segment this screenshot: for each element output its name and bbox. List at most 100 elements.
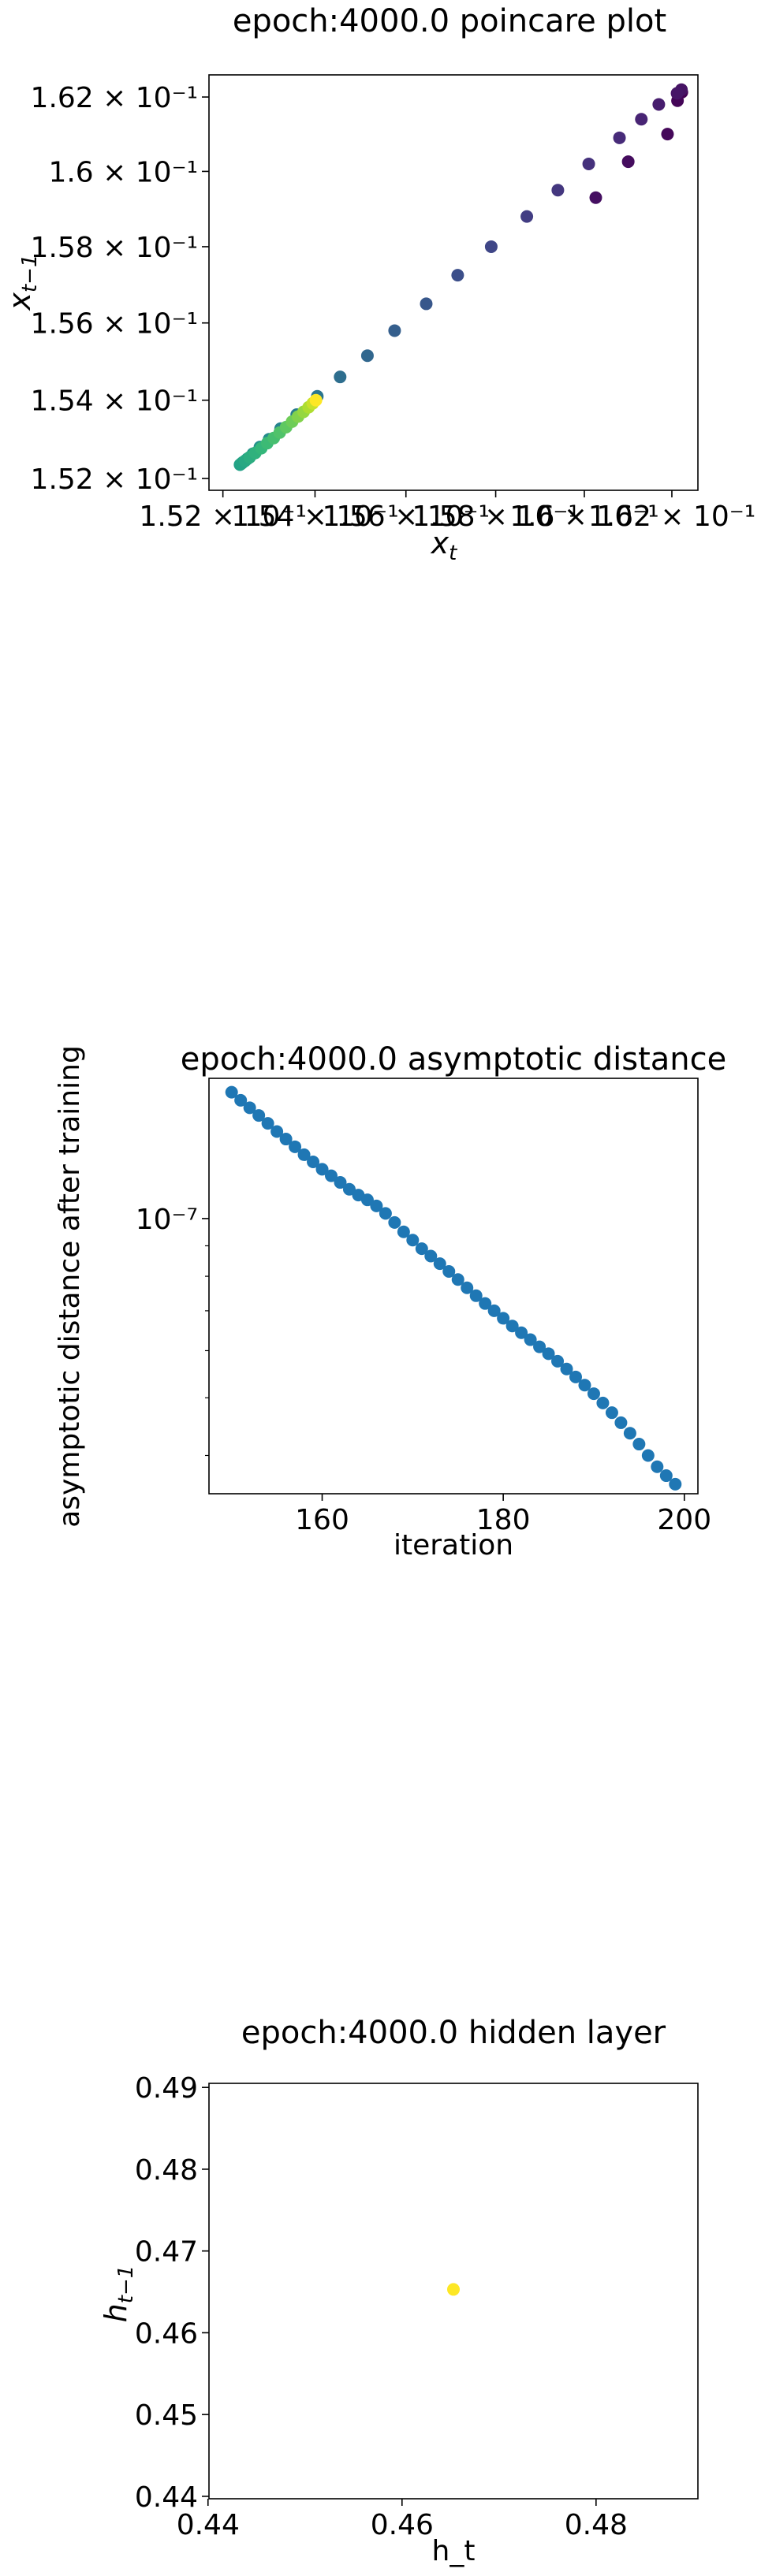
asymptotic-point xyxy=(342,1182,356,1196)
poincare-x-tick-label: 1.52 × 10⁻¹ xyxy=(139,501,306,533)
asymptotic-point xyxy=(297,1148,311,1161)
poincare-point xyxy=(334,370,347,384)
asymptotic-point xyxy=(542,1347,555,1361)
asymptotic-axes-frame xyxy=(208,1078,699,1495)
poincare-point xyxy=(589,191,602,204)
poincare-x-label-main: x xyxy=(431,526,450,560)
poincare-x-label: xt xyxy=(431,526,458,565)
asymptotic-point xyxy=(334,1176,347,1189)
poincare-y-label-sub: t−1 xyxy=(18,254,42,292)
asymptotic-point xyxy=(515,1326,528,1339)
poincare-point xyxy=(652,98,666,111)
hidden-y-ticks: 0.44 0.45 0.46 0.47 0.48 0.49 xyxy=(135,2072,209,2514)
asymptotic-point xyxy=(533,1340,547,1353)
asymptotic-x-ticks: 160 180 200 xyxy=(295,1494,711,1536)
hidden-y-tick-label: 0.44 xyxy=(135,2481,198,2514)
poincare-y-ticks: 1.52 × 10⁻¹ 1.54 × 10⁻¹ 1.56 × 10⁻¹ 1.58 × … xyxy=(31,82,209,496)
asymptotic-point xyxy=(560,1362,573,1375)
asymptotic-point xyxy=(659,1469,673,1483)
asymptotic-point xyxy=(315,1163,329,1176)
poincare-y-label-main: x xyxy=(2,292,37,311)
asymptotic-y-tick-label: 10⁻⁷ xyxy=(136,1204,198,1236)
asymptotic-point xyxy=(469,1289,483,1302)
asymptotic-point xyxy=(370,1199,383,1212)
asymptotic-point xyxy=(415,1242,428,1256)
poincare-point xyxy=(670,87,684,100)
asymptotic-point xyxy=(524,1333,537,1346)
poincare-x-ticks: 1.52 × 10⁻¹1.54 × 10⁻¹1.56 × 10⁻¹1.58 × … xyxy=(139,490,755,533)
asymptotic-x-tick-label: 180 xyxy=(476,1504,531,1536)
asymptotic-point xyxy=(388,1215,401,1229)
hidden-points xyxy=(447,2283,460,2296)
asymptotic-x-label: iteration xyxy=(394,1529,513,1562)
asymptotic-point xyxy=(623,1427,636,1440)
poincare-x-tick-label: 1.58 × 10⁻¹ xyxy=(412,501,579,533)
poincare-title: epoch:4000.0 poincare plot xyxy=(233,3,666,39)
asymptotic-point xyxy=(451,1273,464,1286)
asymptotic-point xyxy=(225,1085,238,1099)
asymptotic-point xyxy=(270,1125,284,1138)
asymptotic-distance-chart: epoch:4000.0 asymptotic distance 10⁻⁷ 16… xyxy=(54,1041,726,1562)
asymptotic-title: epoch:4000.0 asymptotic distance xyxy=(181,1041,727,1078)
asymptotic-x-tick-label: 160 xyxy=(295,1504,349,1536)
asymptotic-point xyxy=(587,1387,600,1401)
hidden-y-tick-label: 0.48 xyxy=(135,2154,198,2187)
asymptotic-point xyxy=(596,1396,610,1409)
asymptotic-point xyxy=(406,1234,420,1247)
asymptotic-point xyxy=(461,1281,474,1294)
poincare-point xyxy=(661,128,674,141)
poincare-point xyxy=(520,210,534,223)
asymptotic-point xyxy=(261,1117,274,1130)
asymptotic-point xyxy=(479,1297,492,1310)
asymptotic-y-ticks: 10⁻⁷ xyxy=(136,1204,209,1457)
poincare-y-label: xt−1 xyxy=(2,254,42,311)
asymptotic-point xyxy=(379,1207,392,1220)
hidden-x-tick-label: 0.46 xyxy=(371,2509,434,2541)
asymptotic-point xyxy=(497,1312,510,1325)
poincare-point xyxy=(484,240,498,253)
poincare-point xyxy=(420,297,433,311)
hidden-x-label: h_t xyxy=(432,2535,476,2567)
asymptotic-point xyxy=(252,1109,266,1122)
asymptotic-point xyxy=(325,1169,338,1182)
poincare-point xyxy=(635,113,648,126)
hidden-y-tick-label: 0.49 xyxy=(135,2072,198,2105)
asymptotic-point xyxy=(442,1265,456,1279)
poincare-point xyxy=(621,155,635,169)
hidden-x-ticks: 0.44 0.46 0.48 xyxy=(177,2499,628,2541)
poincare-points xyxy=(233,83,688,471)
poincare-point xyxy=(388,324,401,337)
poincare-point xyxy=(613,131,626,144)
poincare-y-tick-label: 1.58 × 10⁻¹ xyxy=(31,232,198,264)
hidden-title: epoch:4000.0 hidden layer xyxy=(241,2015,666,2051)
hidden-y-label-sub: t−1 xyxy=(114,2265,138,2304)
asymptotic-point xyxy=(578,1379,591,1392)
asymptotic-point xyxy=(669,1477,682,1491)
asymptotic-point xyxy=(234,1093,248,1107)
asymptotic-point xyxy=(279,1133,293,1146)
asymptotic-point xyxy=(424,1249,438,1263)
poincare-point xyxy=(582,157,595,170)
poincare-axes-frame xyxy=(208,74,699,491)
poincare-y-tick-label: 1.62 × 10⁻¹ xyxy=(31,82,198,114)
asymptotic-point xyxy=(505,1320,519,1333)
asymptotic-point xyxy=(614,1416,628,1429)
poincare-y-tick-label: 1.56 × 10⁻¹ xyxy=(31,308,198,341)
poincare-x-tick-label: 1.62 × 10⁻¹ xyxy=(588,501,755,533)
asymptotic-x-tick-label: 200 xyxy=(657,1504,711,1536)
hidden-axes-frame xyxy=(208,2083,699,2500)
hidden-y-tick-label: 0.45 xyxy=(135,2399,198,2432)
hidden-point xyxy=(447,2283,460,2296)
asymptotic-point xyxy=(569,1370,582,1383)
poincare-y-tick-label: 1.54 × 10⁻¹ xyxy=(31,385,198,418)
hidden-layer-chart: epoch:4000.0 hidden layer 0.44 0.45 0.46 0.… xyxy=(99,2015,699,2567)
asymptotic-point xyxy=(289,1140,302,1153)
hidden-y-label-main: h xyxy=(99,2303,133,2322)
hidden-y-tick-label: 0.46 xyxy=(135,2317,198,2350)
asymptotic-points xyxy=(225,1085,682,1491)
hidden-x-tick-label: 0.44 xyxy=(177,2509,240,2541)
poincare-point xyxy=(451,269,464,282)
poincare-y-tick-label: 1.6 × 10⁻¹ xyxy=(48,156,198,188)
asymptotic-point xyxy=(651,1460,664,1473)
